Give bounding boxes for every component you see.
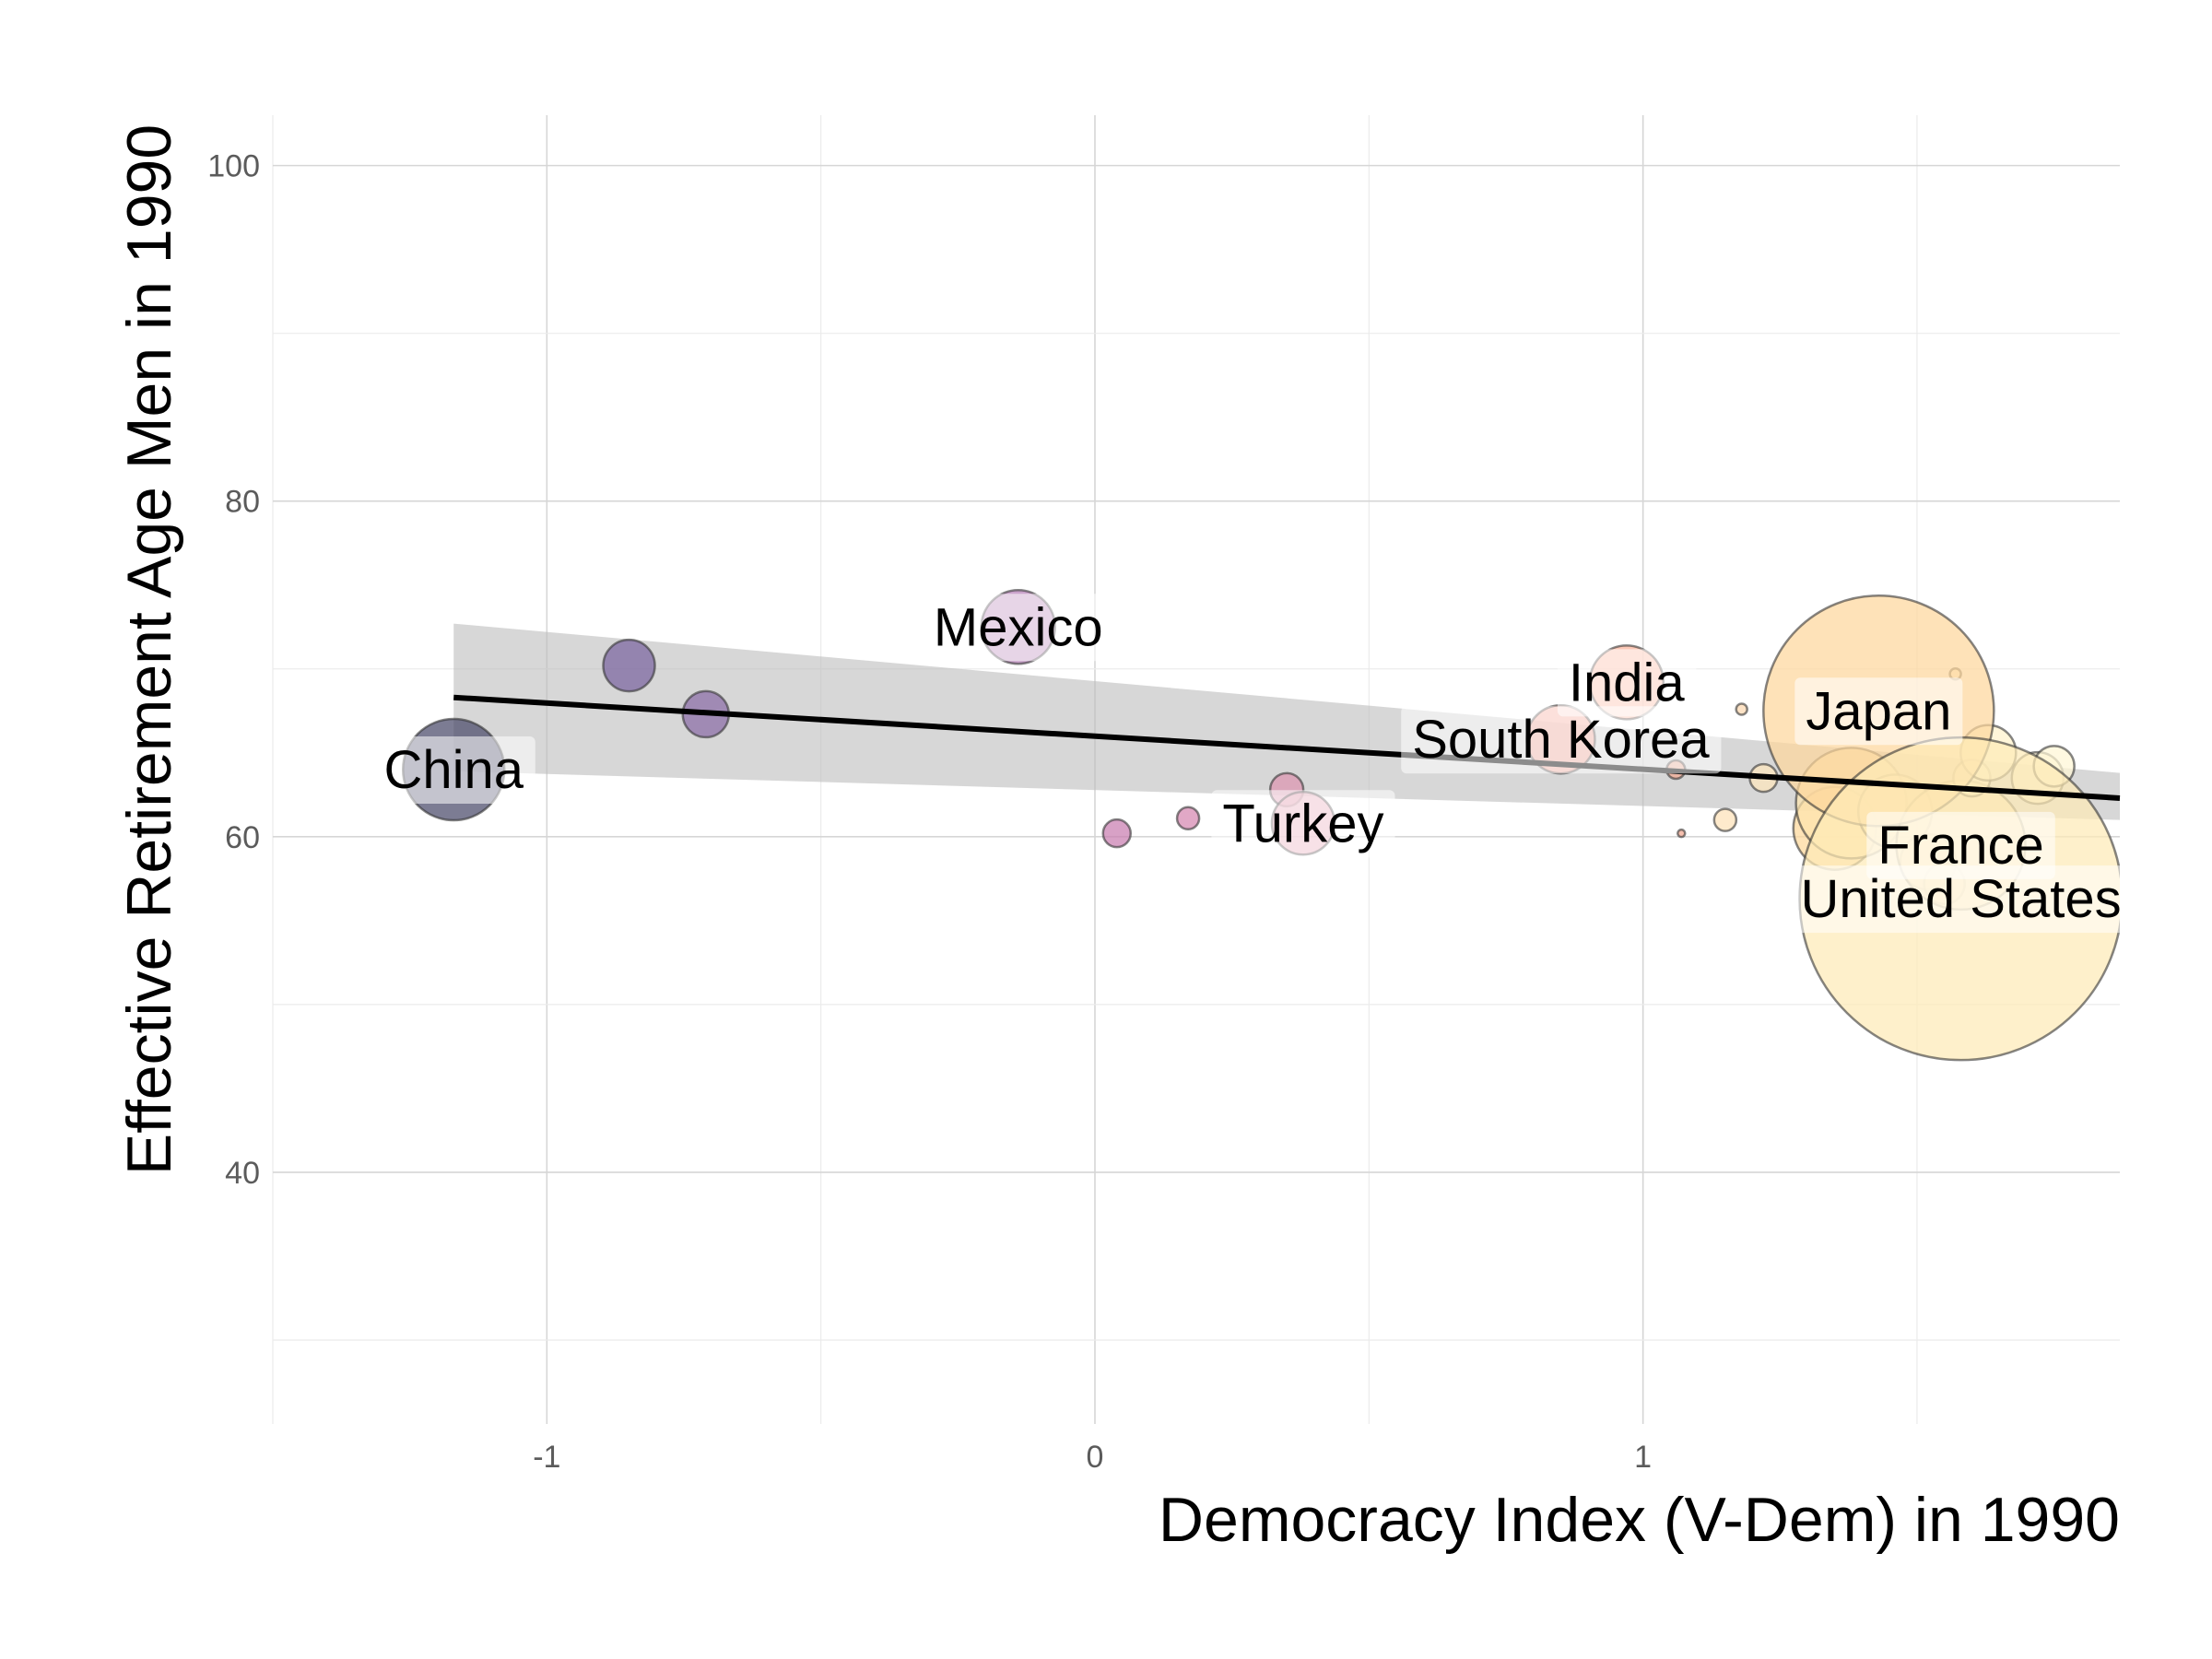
x-tick-label: 1: [1634, 1440, 1652, 1475]
bubble-point: [1735, 702, 1748, 716]
point-label-group: China: [372, 736, 535, 804]
y-tick-label: 60: [225, 820, 260, 855]
bubble-point: [1101, 818, 1133, 849]
point-label: China: [383, 740, 524, 800]
x-tick-label: 0: [1087, 1440, 1104, 1475]
point-label-group: France: [1866, 811, 2055, 879]
point-label: India: [1569, 653, 1686, 712]
point-label: Turkey: [1222, 794, 1383, 853]
label-background: [1557, 649, 1697, 717]
label-background: [372, 736, 535, 804]
trend-line: [453, 694, 2121, 801]
label-background: [1401, 706, 1722, 774]
point-label: Mexico: [934, 597, 1103, 657]
point-label-group: Mexico: [922, 594, 1114, 662]
bubble-point: [1712, 807, 1738, 832]
y-tick-label: 80: [225, 485, 260, 520]
point-label-group: United States: [1789, 865, 2133, 934]
point-label: Japan: [1806, 681, 1951, 741]
tick-labels: -1 0 1 40 60 80 100: [207, 149, 1652, 1475]
label-background: [1211, 790, 1395, 858]
bubble-point: [1175, 806, 1201, 831]
y-axis-title: Effective Retirement Age Men in 1990: [114, 124, 184, 1175]
point-label: United States: [1800, 869, 2121, 929]
y-tick-label: 40: [225, 1156, 260, 1191]
trend-line-layer: [453, 694, 2121, 801]
point-label-group: Turkey: [1211, 790, 1395, 858]
label-background: [1789, 865, 2133, 934]
point-label-group: Japan: [1794, 677, 1963, 746]
bubble-point: [602, 638, 656, 693]
x-axis-title: Democracy Index (V-Dem) in 1990: [1159, 1485, 2120, 1555]
point-label: South Korea: [1412, 710, 1710, 770]
label-background: [1794, 677, 1963, 746]
bubble-point: [1677, 828, 1687, 839]
label-background: [1866, 811, 2055, 879]
y-tick-label: 100: [207, 149, 260, 184]
point-label: France: [1877, 816, 2044, 876]
label-background: [922, 594, 1114, 662]
point-label-group: India: [1557, 649, 1697, 717]
x-tick-label: -1: [533, 1440, 560, 1475]
point-label-group: South Korea: [1401, 706, 1722, 774]
